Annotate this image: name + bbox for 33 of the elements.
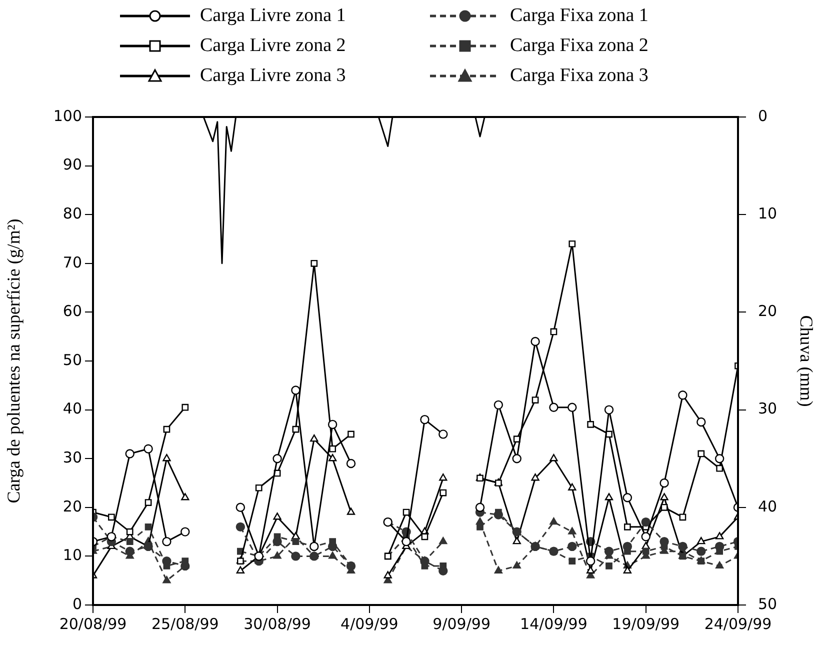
y2-tick-label: 50	[758, 594, 778, 613]
y2-tick-label: 10	[758, 204, 778, 222]
legend-label: Carga Livre zona 2	[200, 35, 346, 57]
legend-label: Carga Livre zona 1	[200, 5, 346, 27]
x-tick-label: 25/08/99	[151, 614, 219, 633]
y-tick-label: 30	[62, 448, 82, 466]
y-tick-label: 80	[62, 204, 82, 222]
x-tick-label: 14/09/99	[520, 614, 588, 633]
y-tick-label: 100	[53, 106, 82, 125]
y-tick-label: 60	[62, 302, 82, 320]
y2-axis-title: Chuva (mm)	[796, 315, 816, 407]
y2-tick-label: 20	[758, 302, 778, 320]
legend-label: Carga Fixa zona 3	[510, 65, 648, 87]
y2-tick-label: 0	[758, 106, 768, 125]
y2-tick-label: 40	[758, 497, 778, 516]
y-tick-label: 40	[62, 400, 82, 418]
legend-label: Carga Fixa zona 1	[510, 5, 648, 27]
y2-tick-label: 30	[758, 400, 778, 418]
x-tick-label: 24/09/99	[704, 614, 772, 633]
x-tick-label: 19/09/99	[612, 614, 680, 633]
y-tick-label: 0	[72, 594, 82, 613]
legend-label: Carga Fixa zona 2	[510, 35, 648, 57]
y-tick-label: 50	[62, 350, 82, 369]
y-tick-label: 90	[62, 156, 82, 174]
x-tick-label: 20/08/99	[59, 614, 127, 633]
y-tick-label: 70	[62, 253, 82, 272]
y-axis-title: Carga de poluentes na superfície (g/m²)	[4, 218, 24, 504]
y-tick-label: 20	[62, 497, 82, 516]
legend-label: Carga Livre zona 3	[200, 65, 346, 87]
x-tick-label: 30/08/99	[244, 614, 311, 633]
y-tick-label: 10	[62, 546, 82, 564]
x-tick-label: 4/09/99	[340, 614, 398, 633]
x-tick-label: 9/09/99	[432, 614, 490, 633]
